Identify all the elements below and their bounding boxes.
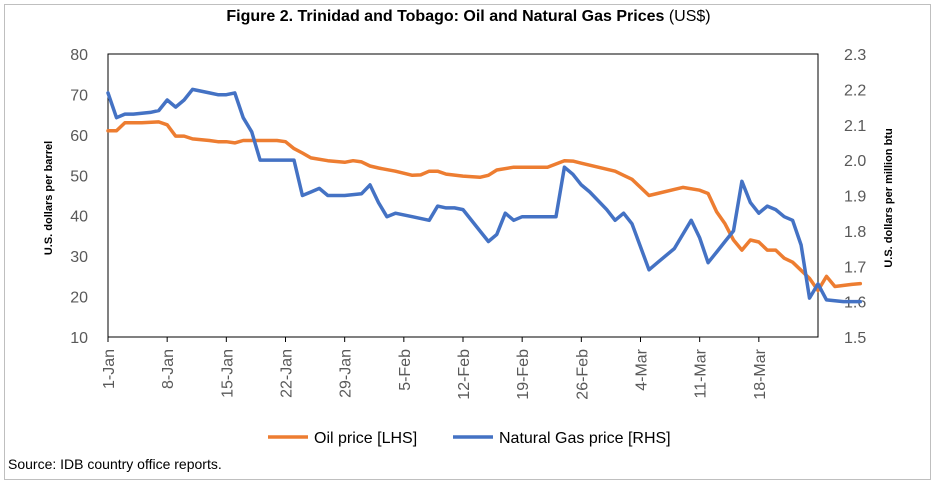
y-right-tick-label: 2.0 <box>844 153 866 170</box>
y-left-tick-label: 40 <box>70 209 88 226</box>
chart-title: Figure 2. Trinidad and Tobago: Oil and N… <box>0 8 937 26</box>
y-right-tick-label: 1.7 <box>844 259 866 276</box>
x-tick-label: 22-Jan <box>279 349 296 398</box>
y-right-tick-label: 1.9 <box>844 189 866 206</box>
plot-area <box>107 53 819 338</box>
y-left-tick-label: 80 <box>70 47 88 64</box>
y-right-tick-label: 2.1 <box>844 118 866 135</box>
x-tick-label: 5-Feb <box>397 349 414 391</box>
y-left-tick-label: 70 <box>70 87 88 104</box>
y-right-tick-label: 1.8 <box>844 224 866 241</box>
x-tick-label: 29-Jan <box>338 349 355 398</box>
y-left-tick-label: 20 <box>70 290 88 307</box>
chart-frame <box>4 4 931 480</box>
y-right-tick-label: 2.2 <box>844 82 866 99</box>
x-tick-label: 18-Mar <box>752 348 769 399</box>
x-tick-label: 8-Jan <box>160 349 177 389</box>
legend-label: Oil price [LHS] <box>314 430 417 447</box>
gas-price-line <box>106 87 863 304</box>
y-right-tick-label: 2.3 <box>844 47 866 64</box>
x-axis: 1-Jan 8-Jan 15-Jan 22-Jan 29-Jan 5-Feb 12-Feb 1… <box>101 337 769 400</box>
oil-price-line <box>106 120 863 293</box>
y-right-tick-label: 1.5 <box>844 330 866 347</box>
y-left-tick-label: 60 <box>70 128 88 145</box>
x-tick-label: 4-Mar <box>634 348 651 390</box>
y-left-axis: 10 20 30 40 50 60 70 80 <box>70 47 88 347</box>
x-tick-label: 19-Feb <box>515 349 532 400</box>
series-lines <box>106 87 863 304</box>
y-left-tick-label: 30 <box>70 249 88 266</box>
legend-label: Natural Gas price [RHS] <box>499 430 671 447</box>
y-left-axis-title: U.S. dollars per barrel <box>43 141 55 255</box>
x-tick-label: 1-Jan <box>101 349 118 389</box>
y-left-tick-label: 50 <box>70 168 88 185</box>
y-right-axis-title: U.S. dollars per million btu <box>883 128 895 267</box>
source-note: Source: IDB country office reports. <box>8 456 222 472</box>
x-tick-label: 26-Feb <box>574 349 591 400</box>
y-right-axis: 1.51.61.71.81.92.02.12.22.3 <box>844 47 866 347</box>
x-tick-label: 12-Feb <box>456 349 473 400</box>
legend: Oil price [LHS] Natural Gas price [RHS] <box>268 430 671 447</box>
chart-title-unit: (US$) <box>668 8 711 25</box>
x-tick-label: 11-Mar <box>693 348 710 398</box>
y-left-tick-label: 10 <box>70 330 88 347</box>
x-tick-label: 15-Jan <box>219 349 236 398</box>
chart-title-bold: Figure 2. Trinidad and Tobago: Oil and N… <box>226 8 665 25</box>
plot-border <box>107 53 819 338</box>
